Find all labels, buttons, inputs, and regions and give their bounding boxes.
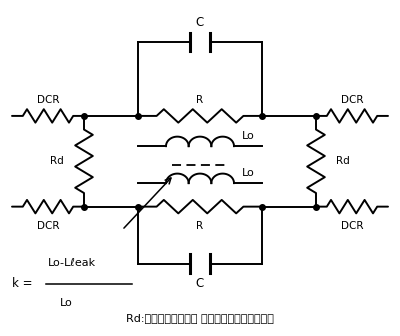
Text: Lo: Lo <box>242 131 255 141</box>
Text: C: C <box>196 16 204 29</box>
Text: DCR: DCR <box>37 95 59 105</box>
Text: k =: k = <box>12 278 32 290</box>
Text: C: C <box>196 277 204 290</box>
Text: Lo: Lo <box>242 168 255 178</box>
Text: Rd: Rd <box>336 156 350 166</box>
Text: R: R <box>196 95 204 105</box>
Text: Lo: Lo <box>60 298 73 308</box>
Text: Rd:シミュレーション エラー回避用ダミー抵抗: Rd:シミュレーション エラー回避用ダミー抵抗 <box>126 312 274 323</box>
Text: DCR: DCR <box>37 221 59 231</box>
Text: Lo-Lℓeak: Lo-Lℓeak <box>48 258 96 268</box>
Text: DCR: DCR <box>341 221 363 231</box>
Text: R: R <box>196 221 204 231</box>
Text: Rd: Rd <box>50 156 64 166</box>
Text: DCR: DCR <box>341 95 363 105</box>
